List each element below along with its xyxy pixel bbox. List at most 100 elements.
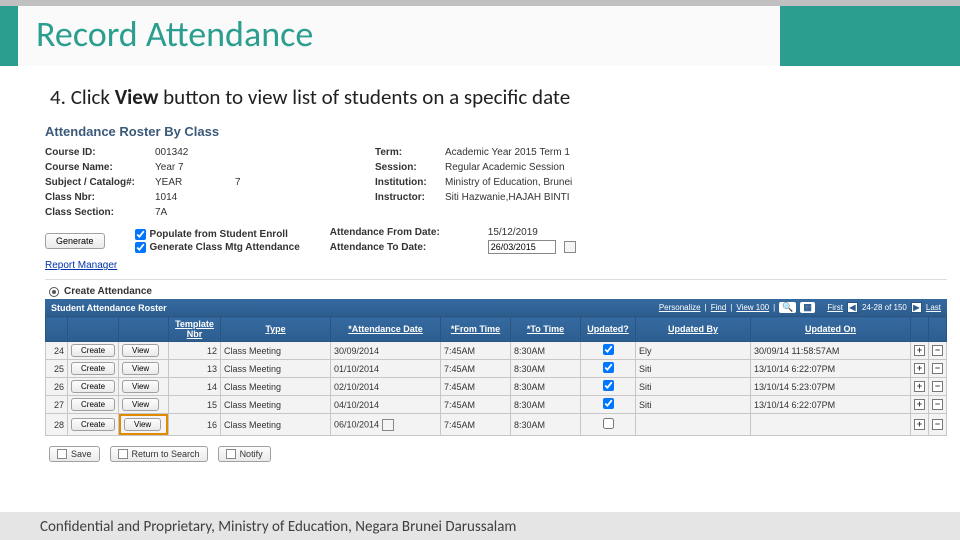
cell-to: 8:30AM bbox=[511, 342, 581, 360]
cell-type: Class Meeting bbox=[221, 342, 331, 360]
cell-from: 7:45AM bbox=[441, 396, 511, 414]
create-button[interactable]: Create bbox=[71, 344, 115, 357]
cell-type: Class Meeting bbox=[221, 360, 331, 378]
delete-row-icon[interactable]: − bbox=[932, 381, 943, 392]
view100-link[interactable]: View 100 bbox=[736, 303, 769, 312]
cbx-genmtg[interactable]: Generate Class Mtg Attendance bbox=[135, 242, 300, 253]
cell-updated-on: 30/09/14 11:58:57AM bbox=[751, 342, 911, 360]
report-manager-link[interactable]: Report Manager bbox=[45, 260, 117, 271]
personalize-link[interactable]: Personalize bbox=[659, 303, 701, 312]
table-row: 24CreateView12Class Meeting30/09/20147:4… bbox=[46, 342, 947, 360]
cell-date: 01/10/2014 bbox=[331, 360, 441, 378]
cell-updated-by: Ely bbox=[636, 342, 751, 360]
th-type[interactable]: Type bbox=[221, 317, 331, 342]
view-button[interactable]: View bbox=[122, 362, 159, 375]
tab-create-attendance[interactable]: Create Attendance bbox=[64, 286, 152, 297]
view-button[interactable]: View bbox=[124, 418, 161, 431]
add-row-icon[interactable]: + bbox=[914, 399, 925, 410]
cell-updated-by: Siti bbox=[636, 378, 751, 396]
add-row-icon[interactable]: + bbox=[914, 363, 925, 374]
roster-bar-title: Student Attendance Roster bbox=[51, 303, 167, 313]
cell-template: 13 bbox=[169, 360, 221, 378]
add-row-icon[interactable]: + bbox=[914, 381, 925, 392]
cell-type: Class Meeting bbox=[221, 378, 331, 396]
lbl-from-date: Attendance From Date: bbox=[330, 227, 480, 238]
cbx-genmtg-input[interactable] bbox=[135, 242, 146, 253]
table-row: 26CreateView14Class Meeting02/10/20147:4… bbox=[46, 378, 947, 396]
return-icon bbox=[118, 449, 128, 459]
add-row-icon[interactable]: + bbox=[914, 419, 925, 430]
create-button[interactable]: Create bbox=[71, 398, 115, 411]
delete-row-icon[interactable]: − bbox=[932, 363, 943, 374]
next-icon[interactable]: ▶ bbox=[911, 302, 922, 313]
generate-button[interactable]: Generate bbox=[45, 233, 105, 249]
val-term: Academic Year 2015 Term 1 bbox=[445, 147, 645, 158]
delete-row-icon[interactable]: − bbox=[932, 399, 943, 410]
cbx-populate[interactable]: Populate from Student Enroll bbox=[135, 229, 300, 240]
th-from[interactable]: *From Time bbox=[441, 317, 511, 342]
save-button[interactable]: Save bbox=[49, 446, 100, 462]
notify-button[interactable]: Notify bbox=[218, 446, 271, 462]
lbl-institution: Institution: bbox=[375, 177, 445, 188]
create-button[interactable]: Create bbox=[71, 362, 115, 375]
cell-updated-on: 13/10/14 5:23:07PM bbox=[751, 378, 911, 396]
cell-updated-checkbox[interactable] bbox=[603, 380, 614, 391]
delete-row-icon[interactable]: − bbox=[932, 345, 943, 356]
lbl-course-name: Course Name: bbox=[45, 162, 155, 173]
th-template[interactable]: Template Nbr bbox=[169, 317, 221, 342]
val-course-id: 001342 bbox=[155, 147, 305, 158]
th-updated-on[interactable]: Updated On bbox=[751, 317, 911, 342]
cell-updated-checkbox[interactable] bbox=[603, 344, 614, 355]
return-button[interactable]: Return to Search bbox=[110, 446, 208, 462]
th-updated[interactable]: Updated? bbox=[581, 317, 636, 342]
cbx-populate-input[interactable] bbox=[135, 229, 146, 240]
cell-type: Class Meeting bbox=[221, 396, 331, 414]
find-link[interactable]: Find bbox=[711, 303, 727, 312]
calendar-icon[interactable] bbox=[382, 419, 394, 431]
val-institution: Ministry of Education, Brunei bbox=[445, 177, 645, 188]
last-link[interactable]: Last bbox=[926, 303, 941, 312]
first-link[interactable]: First bbox=[827, 303, 843, 312]
title-decor bbox=[700, 6, 960, 66]
radio-create-attendance[interactable] bbox=[49, 287, 59, 297]
table-row: 28CreateView16Class Meeting06/10/2014 7:… bbox=[46, 414, 947, 436]
cell-to: 8:30AM bbox=[511, 414, 581, 436]
view-button[interactable]: View bbox=[122, 398, 159, 411]
val-from-date: 15/12/2019 bbox=[488, 227, 538, 238]
val-subject: YEAR bbox=[155, 177, 235, 188]
cell-updated-checkbox[interactable] bbox=[603, 362, 614, 373]
cell-template: 14 bbox=[169, 378, 221, 396]
title-accent bbox=[0, 6, 18, 66]
cell-from: 7:45AM bbox=[441, 342, 511, 360]
cell-updated-checkbox[interactable] bbox=[603, 398, 614, 409]
roster-table: Template Nbr Type *Attendance Date *From… bbox=[45, 316, 947, 436]
delete-row-icon[interactable]: − bbox=[932, 419, 943, 430]
cell-updated-on bbox=[751, 414, 911, 436]
lbl-instructor: Instructor: bbox=[375, 192, 445, 203]
cell-updated-on: 13/10/14 6:22:07PM bbox=[751, 396, 911, 414]
create-button[interactable]: Create bbox=[71, 418, 115, 431]
view-button[interactable]: View bbox=[122, 380, 159, 393]
lbl-session: Session: bbox=[375, 162, 445, 173]
add-row-icon[interactable]: + bbox=[914, 345, 925, 356]
row-number: 28 bbox=[46, 414, 68, 436]
val-instructor: Siti Hazwanie,HAJAH BINTI bbox=[445, 192, 645, 203]
th-date[interactable]: *Attendance Date bbox=[331, 317, 441, 342]
cell-from: 7:45AM bbox=[441, 360, 511, 378]
lbl-class-nbr: Class Nbr: bbox=[45, 192, 155, 203]
grid-icon[interactable]: ▦ bbox=[800, 302, 815, 313]
val-course-name: Year 7 bbox=[155, 162, 305, 173]
notify-icon bbox=[226, 449, 236, 459]
view-button[interactable]: View bbox=[122, 344, 159, 357]
th-to[interactable]: *To Time bbox=[511, 317, 581, 342]
to-date-input[interactable] bbox=[488, 240, 556, 254]
create-button[interactable]: Create bbox=[71, 380, 115, 393]
zoom-icon[interactable]: 🔍 bbox=[779, 302, 796, 313]
cell-updated-by bbox=[636, 414, 751, 436]
prev-icon[interactable]: ◀ bbox=[847, 302, 858, 313]
th-updated-by[interactable]: Updated By bbox=[636, 317, 751, 342]
calendar-icon[interactable] bbox=[564, 241, 576, 253]
instruction-text: 4. Click View button to view list of stu… bbox=[0, 66, 960, 120]
cell-updated-checkbox[interactable] bbox=[603, 418, 614, 429]
cell-date: 06/10/2014 bbox=[331, 414, 441, 436]
